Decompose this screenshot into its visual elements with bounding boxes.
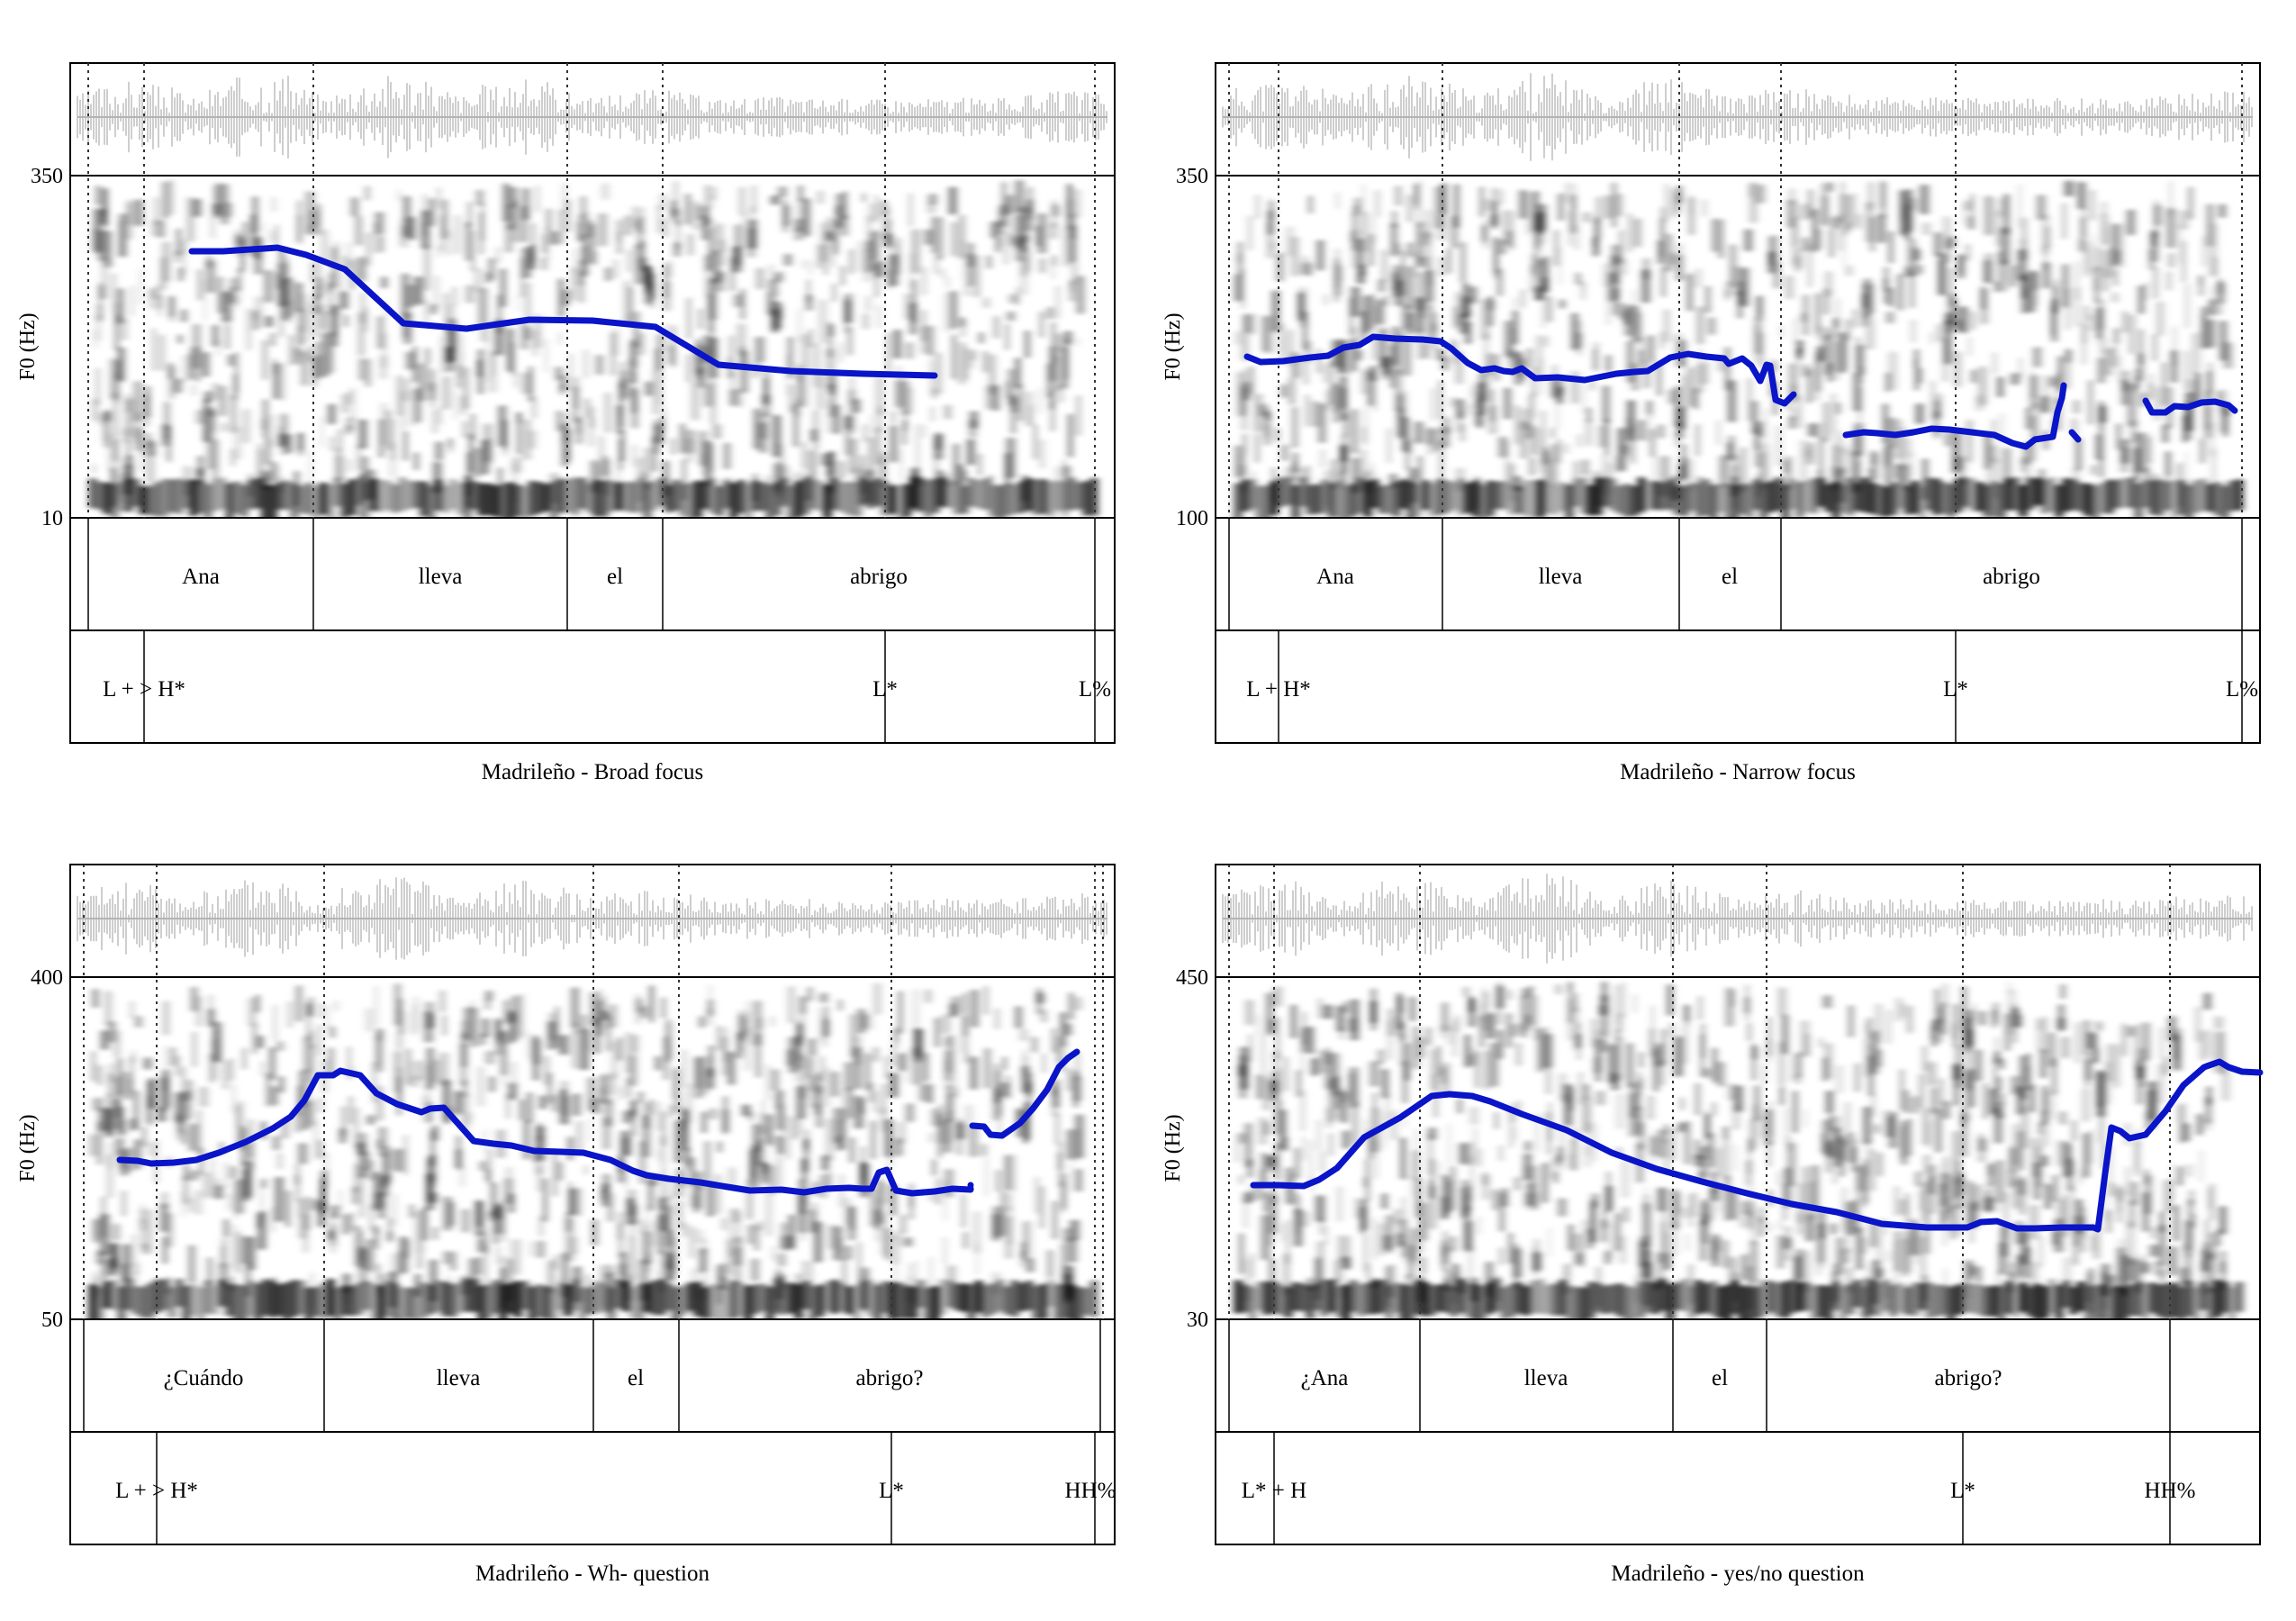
word-label: abrigo (850, 565, 908, 589)
word-label: el (1712, 1366, 1728, 1390)
panel-broad-focus: F0 (Hz) 350 10 Ana lleva el abrigo L + >… (16, 62, 1116, 784)
panel-wh-question: F0 (Hz) 400 50 ¿Cuándo lleva el abrigo? … (16, 864, 1116, 1586)
panel-yes-no-question: F0 (Hz) 450 30 ¿Ana lleva el abrigo? L* … (1162, 864, 2264, 1586)
f0-axis-label: F0 (Hz) (1162, 1114, 1185, 1182)
word-label: lleva (419, 565, 463, 589)
tone-label: L + > H* (115, 1479, 198, 1503)
word-label: Ana (182, 565, 220, 589)
word-label: abrigo (1983, 565, 2040, 589)
tone-label: L + H* (1246, 677, 1311, 702)
f0-min-label: 50 (41, 1309, 63, 1332)
waveform (77, 76, 1107, 158)
panel-frame (1215, 62, 2261, 744)
word-label: el (607, 565, 623, 589)
f0-max-label: 350 (31, 165, 63, 188)
word-label: el (1722, 565, 1738, 589)
tone-label: L% (1079, 677, 1111, 702)
f0-axis-label: F0 (Hz) (1162, 312, 1185, 380)
spectrogram (88, 180, 1098, 518)
word-label: Ana (1316, 565, 1354, 589)
word-label: abrigo? (856, 1366, 924, 1390)
tone-label: L* + H (1242, 1479, 1306, 1503)
panel-frame (1215, 864, 2261, 1545)
word-label: lleva (437, 1366, 481, 1390)
spectrogram (88, 983, 1098, 1319)
tone-label: L* (1950, 1479, 1975, 1503)
word-label: abrigo? (1935, 1366, 2002, 1390)
waveform (1222, 73, 2253, 161)
f0-max-label: 350 (1176, 165, 1208, 188)
pitch-track (1250, 1058, 2264, 1233)
panel-caption: Madrileño - yes/no question (1611, 1562, 1865, 1586)
waveform (1222, 874, 2253, 964)
word-label: ¿Ana (1301, 1366, 1349, 1390)
spectrogram (1234, 982, 2244, 1319)
tone-label: L* (879, 1479, 904, 1503)
word-label: el (628, 1366, 644, 1390)
f0-min-label: 100 (1176, 507, 1208, 530)
panel-caption: Madrileño - Broad focus (482, 760, 703, 784)
tone-label: L* (1943, 677, 1968, 702)
word-label: lleva (1539, 565, 1583, 589)
pitch-track-rise (969, 1048, 1080, 1139)
tone-label: L* (872, 677, 898, 702)
pitch-track (1243, 333, 2238, 450)
f0-max-label: 400 (31, 966, 63, 990)
tone-label: L + > H* (103, 677, 185, 702)
f0-max-label: 450 (1176, 966, 1208, 990)
f0-min-label: 10 (41, 507, 63, 530)
tone-label: HH% (2145, 1479, 2196, 1503)
panel-narrow-focus: F0 (Hz) 350 100 Ana lleva el abrigo L + … (1162, 62, 2261, 784)
tone-label: HH% (1065, 1479, 1116, 1503)
word-label: ¿Cuándo (164, 1366, 244, 1390)
pitch-track (188, 244, 938, 379)
panel-frame (69, 62, 1116, 744)
word-label: lleva (1524, 1366, 1568, 1390)
tone-label: L% (2226, 677, 2258, 702)
spectrogram (1234, 180, 2244, 518)
panel-caption: Madrileño - Narrow focus (1620, 760, 1856, 784)
f0-min-label: 30 (1187, 1309, 1208, 1332)
f0-axis-label: F0 (Hz) (16, 312, 40, 380)
panel-caption: Madrileño - Wh- question (475, 1562, 710, 1586)
waveform (77, 877, 1107, 960)
f0-axis-label: F0 (Hz) (16, 1114, 40, 1182)
